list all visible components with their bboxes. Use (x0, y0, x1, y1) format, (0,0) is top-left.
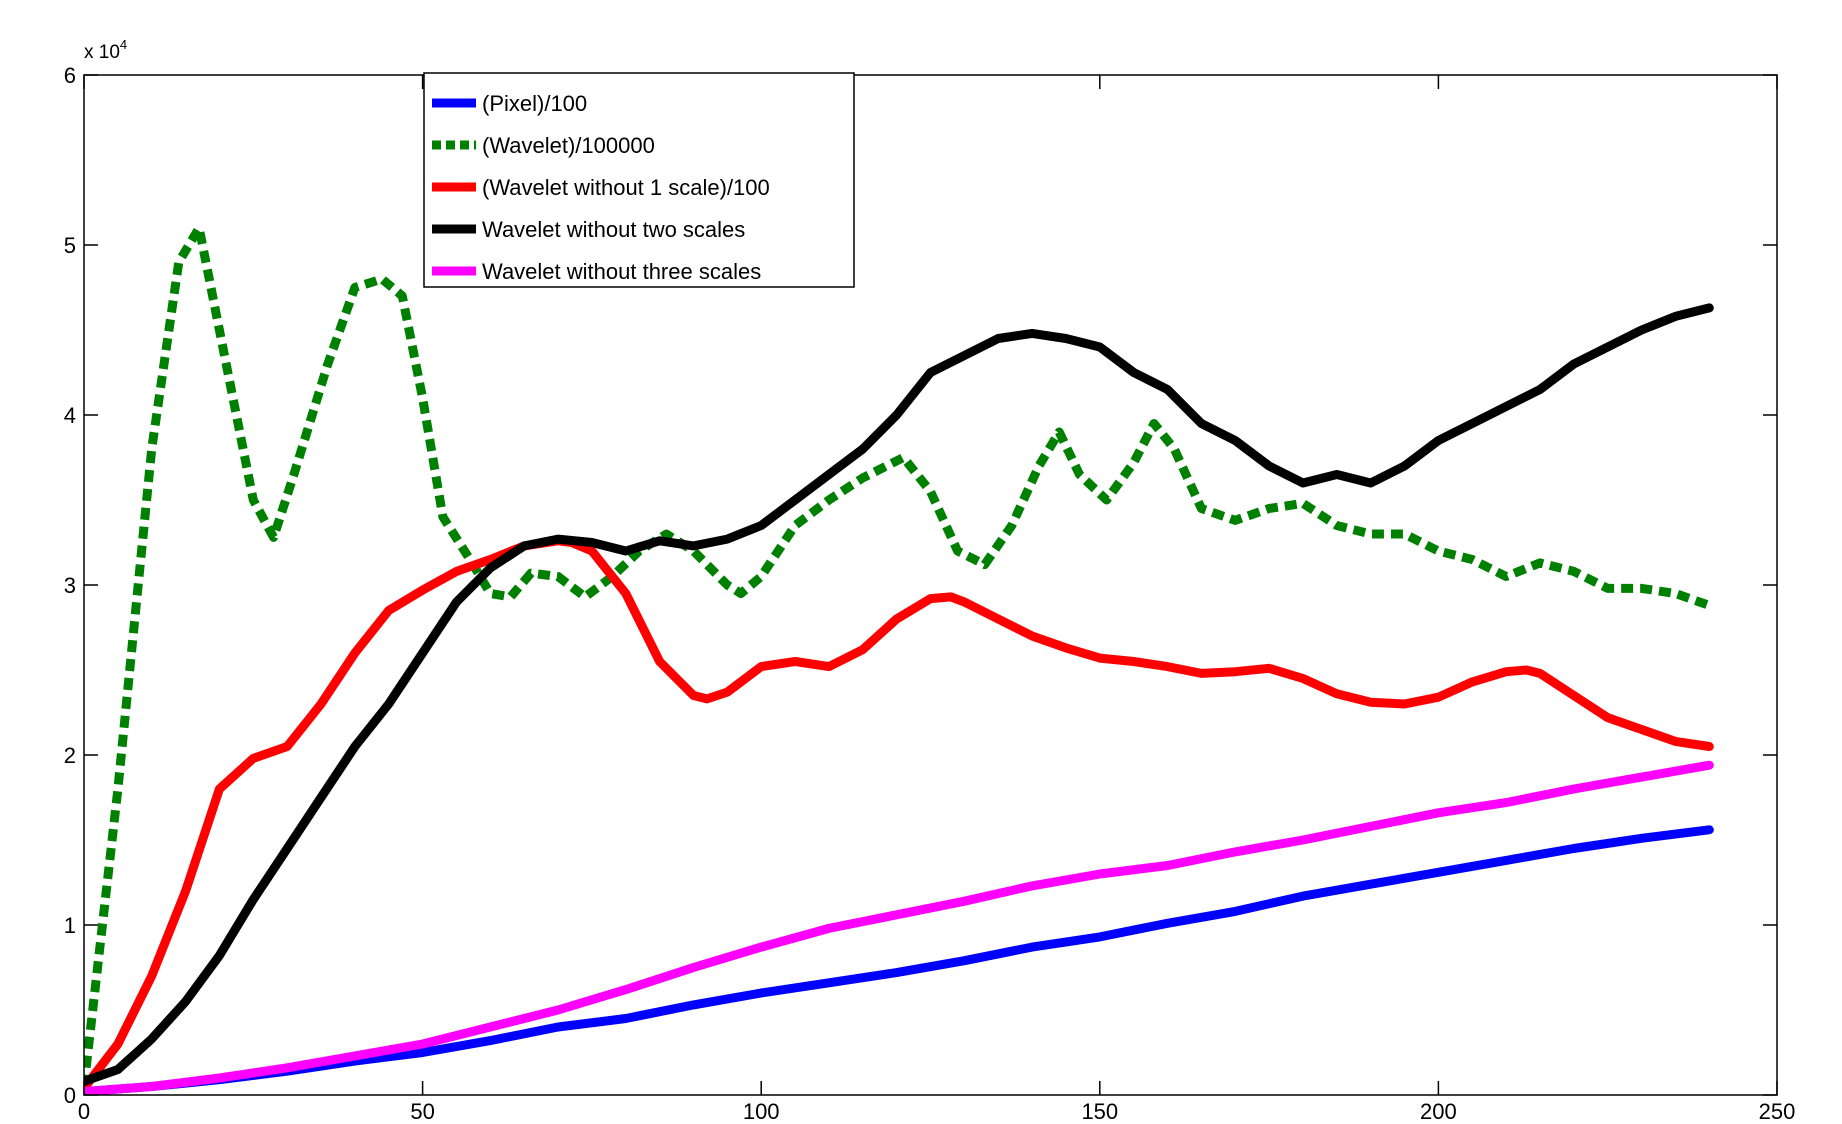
legend-box (423, 72, 855, 288)
series-layer (84, 223, 1714, 1095)
y-exponent-label: x 104 (84, 37, 127, 63)
series-line-5 (84, 760, 1714, 1095)
series-line-1 (84, 825, 1714, 1095)
legend-label: (Pixel)/100 (482, 91, 587, 116)
x-tick-label: 250 (1759, 1099, 1796, 1124)
series-line-2 (84, 223, 1711, 1088)
legend: (Pixel)/100 (Wavelet)/100000 (Wavelet with… (423, 72, 855, 288)
series-line-3 (84, 536, 1714, 1093)
y-tick-label: 2 (64, 743, 76, 768)
x-tick-label: 150 (1081, 1099, 1118, 1124)
x-tick-label: 100 (743, 1099, 780, 1124)
legend-label: Wavelet without two scales (482, 217, 745, 242)
legend-label: (Wavelet without 1 scale)/100 (482, 175, 770, 200)
x-tick-label: 0 (78, 1099, 90, 1124)
legend-label: Wavelet without three scales (482, 259, 761, 284)
y-tick-label: 5 (64, 233, 76, 258)
y-tick-label: 0 (64, 1083, 76, 1108)
series-line-4 (84, 303, 1714, 1086)
y-tick-label: 4 (64, 403, 76, 428)
y-tick-label: 6 (64, 63, 76, 88)
axes-layer: 0 50 100 150 200 250 0 1 2 3 4 5 6 (64, 63, 1796, 1124)
y-exponent-base: x 10 (84, 42, 120, 63)
y-tick-label: 3 (64, 573, 76, 598)
x-tick-label: 200 (1420, 1099, 1457, 1124)
x-tick-label: 50 (410, 1099, 434, 1124)
y-exponent-power: 4 (120, 37, 127, 52)
legend-label: (Wavelet)/100000 (482, 133, 655, 158)
y-tick-label: 1 (64, 913, 76, 938)
